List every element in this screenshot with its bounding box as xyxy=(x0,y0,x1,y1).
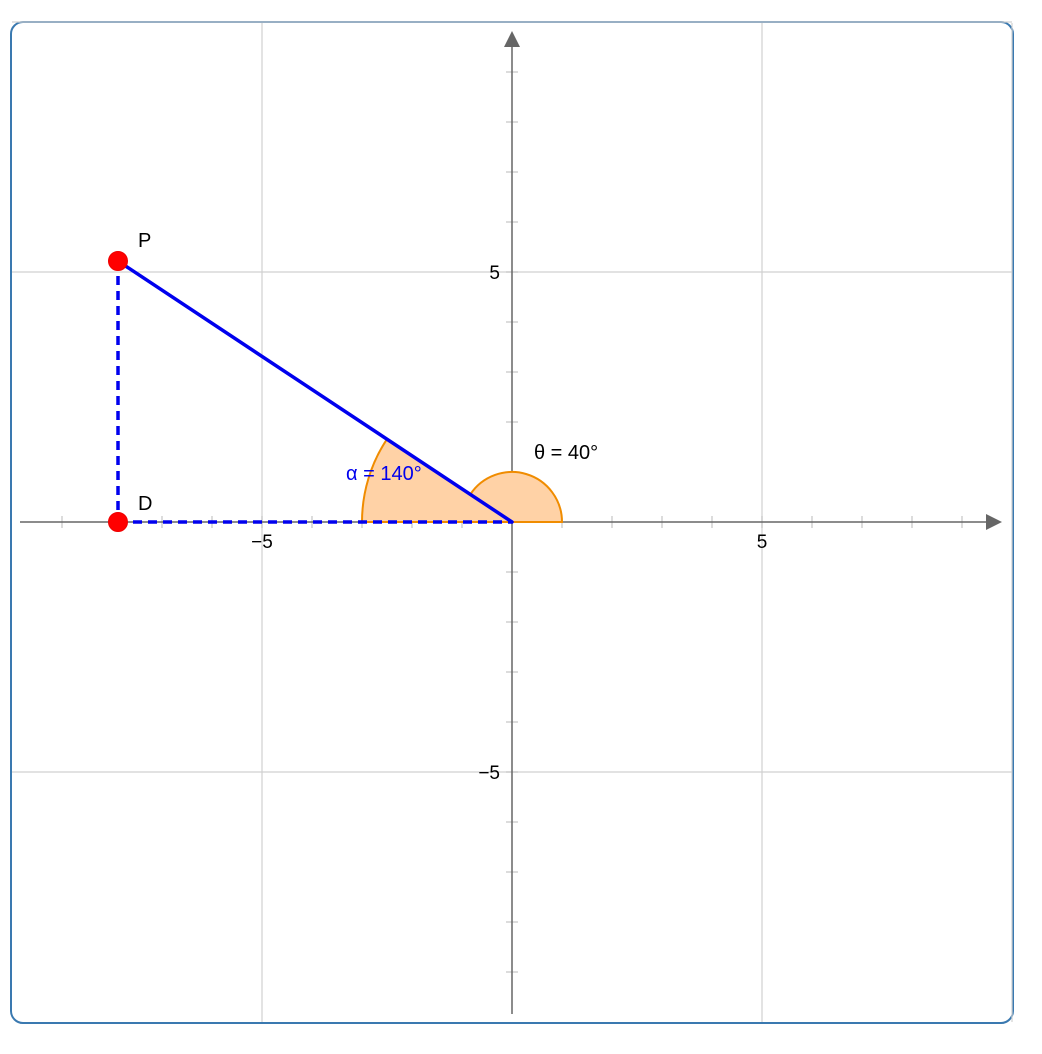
x-tick-label: −5 xyxy=(251,532,273,553)
y-axis-arrow-icon xyxy=(504,31,520,47)
x-axis-arrow-icon xyxy=(986,514,1002,530)
point-p[interactable] xyxy=(108,251,128,271)
point-d[interactable] xyxy=(108,512,128,532)
x-tick-label: 5 xyxy=(757,532,768,553)
point-p-label: P xyxy=(138,230,151,252)
segment-origin-to-p[interactable] xyxy=(116,259,514,524)
y-tick-label: 5 xyxy=(489,263,500,284)
angle-theta-label: θ = 40° xyxy=(534,442,598,464)
axis-tick-labels: −5 5 5 −5 xyxy=(251,263,767,784)
point-d-label: D xyxy=(138,493,152,515)
angle-alpha-label: α = 140° xyxy=(346,463,422,485)
y-tick-label: −5 xyxy=(478,763,500,784)
